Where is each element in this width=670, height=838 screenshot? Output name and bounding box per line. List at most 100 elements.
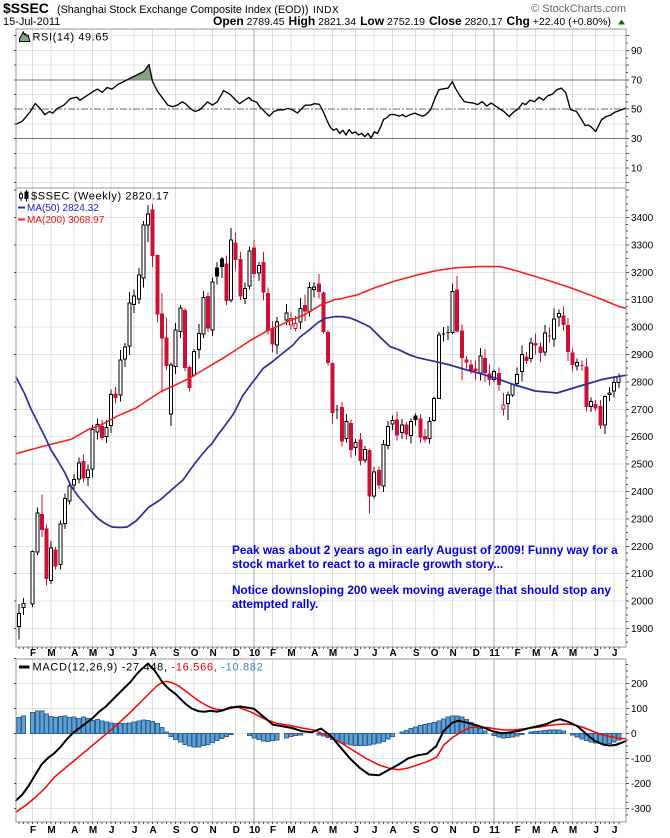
- svg-text:F: F: [30, 825, 36, 836]
- svg-text:3300: 3300: [631, 240, 654, 251]
- svg-text:J: J: [132, 825, 138, 836]
- svg-text:J: J: [612, 825, 618, 836]
- svg-text:J: J: [109, 825, 115, 836]
- svg-text:N: N: [209, 648, 216, 659]
- svg-text:A: A: [149, 825, 156, 836]
- svg-text:O: O: [431, 825, 439, 836]
- svg-text:J: J: [372, 825, 378, 836]
- svg-text:2900: 2900: [631, 350, 654, 361]
- svg-text:A: A: [149, 648, 156, 659]
- svg-text:2100: 2100: [631, 569, 654, 580]
- svg-text:3200: 3200: [631, 268, 654, 279]
- svg-text:2800: 2800: [631, 377, 654, 388]
- svg-text:11: 11: [489, 648, 500, 659]
- svg-text:200: 200: [631, 679, 648, 690]
- svg-text:O: O: [191, 648, 199, 659]
- svg-text:D: D: [233, 825, 240, 836]
- svg-text:2000: 2000: [631, 597, 654, 608]
- svg-text:$SSEC (Weekly) 2820.17: $SSEC (Weekly) 2820.17: [31, 191, 169, 203]
- svg-text:S: S: [173, 648, 180, 659]
- svg-text:J: J: [372, 648, 378, 659]
- svg-text:-300: -300: [631, 804, 651, 815]
- svg-text:3400: 3400: [631, 213, 654, 224]
- svg-text:M: M: [287, 648, 295, 659]
- svg-text:F: F: [270, 648, 276, 659]
- svg-text:S: S: [173, 825, 180, 836]
- svg-text:F: F: [515, 825, 521, 836]
- svg-text:M: M: [47, 825, 55, 836]
- svg-text:A: A: [389, 648, 396, 659]
- svg-text:50: 50: [631, 105, 643, 116]
- svg-text:0: 0: [631, 729, 637, 740]
- svg-text:M: M: [89, 825, 97, 836]
- svg-text:F: F: [270, 825, 276, 836]
- svg-text:N: N: [209, 825, 216, 836]
- svg-text:INDX: INDX: [313, 5, 339, 16]
- svg-text:D: D: [473, 648, 480, 659]
- svg-text:J: J: [132, 648, 138, 659]
- svg-text:2700: 2700: [631, 405, 654, 416]
- svg-text:1900: 1900: [631, 624, 654, 635]
- svg-text:J: J: [593, 825, 599, 836]
- svg-text:A: A: [71, 825, 78, 836]
- svg-text:2500: 2500: [631, 460, 654, 471]
- svg-text:A: A: [71, 648, 78, 659]
- svg-text:MA(50) 2824.32: MA(50) 2824.32: [27, 203, 99, 214]
- svg-text:70: 70: [631, 75, 643, 86]
- svg-text:D: D: [233, 648, 240, 659]
- svg-text:O: O: [431, 648, 439, 659]
- svg-text:A: A: [551, 825, 558, 836]
- svg-text:(Shanghai Stock Exchange Compo: (Shanghai Stock Exchange Composite Index…: [57, 4, 308, 16]
- svg-text:F: F: [30, 648, 36, 659]
- svg-text:100: 100: [631, 704, 648, 715]
- svg-text:A: A: [311, 825, 318, 836]
- svg-text:2400: 2400: [631, 487, 654, 498]
- svg-text:stock market to react to a mir: stock market to react to a miracle growt…: [232, 557, 503, 571]
- svg-text:A: A: [389, 825, 396, 836]
- svg-text:15-Jul-2011: 15-Jul-2011: [3, 16, 60, 28]
- svg-text:J: J: [109, 648, 115, 659]
- svg-text:MA(200) 3068.97: MA(200) 3068.97: [27, 215, 105, 226]
- svg-text:A: A: [551, 648, 558, 659]
- svg-text:30: 30: [631, 134, 643, 145]
- svg-text:-200: -200: [631, 779, 651, 790]
- svg-text:90: 90: [631, 46, 643, 57]
- svg-text:2200: 2200: [631, 542, 654, 553]
- svg-text:MACD(12,26,9) -27.448, -16.566: MACD(12,26,9) -27.448, -16.566, -10.882: [33, 662, 264, 674]
- svg-text:M: M: [532, 825, 540, 836]
- svg-text:M: M: [287, 825, 295, 836]
- svg-text:M: M: [569, 648, 577, 659]
- svg-text:O: O: [191, 825, 199, 836]
- svg-text:2600: 2600: [631, 432, 654, 443]
- svg-text:RSI(14) 49.65: RSI(14) 49.65: [33, 32, 109, 44]
- svg-text:A: A: [311, 648, 318, 659]
- svg-text:2300: 2300: [631, 514, 654, 525]
- svg-text:J: J: [353, 648, 359, 659]
- svg-text:10: 10: [249, 648, 261, 659]
- svg-text:© StockCharts.com: © StockCharts.com: [531, 3, 626, 15]
- svg-text:F: F: [515, 648, 521, 659]
- svg-text:10: 10: [249, 825, 261, 836]
- svg-text:3000: 3000: [631, 323, 654, 334]
- svg-text:10: 10: [631, 164, 643, 175]
- svg-text:3100: 3100: [631, 295, 654, 306]
- svg-text:S: S: [413, 648, 420, 659]
- svg-text:J: J: [593, 648, 599, 659]
- svg-text:M: M: [329, 825, 337, 836]
- svg-text:M: M: [329, 648, 337, 659]
- svg-text:M: M: [569, 825, 577, 836]
- svg-text:N: N: [449, 648, 456, 659]
- svg-text:M: M: [89, 648, 97, 659]
- svg-text:$SSEC: $SSEC: [3, 0, 49, 16]
- svg-text:Peak was about 2 years ago in: Peak was about 2 years ago in early Augu…: [232, 543, 618, 557]
- svg-text:M: M: [47, 648, 55, 659]
- svg-text:attempted rally.: attempted rally.: [232, 597, 318, 611]
- svg-text:D: D: [473, 825, 480, 836]
- svg-text:J: J: [353, 825, 359, 836]
- svg-text:N: N: [449, 825, 456, 836]
- svg-text:S: S: [413, 825, 420, 836]
- svg-text:J: J: [612, 648, 618, 659]
- svg-text:Notice downsloping 200 week mo: Notice downsloping 200 week moving avera…: [232, 583, 611, 597]
- svg-text:-100: -100: [631, 754, 651, 765]
